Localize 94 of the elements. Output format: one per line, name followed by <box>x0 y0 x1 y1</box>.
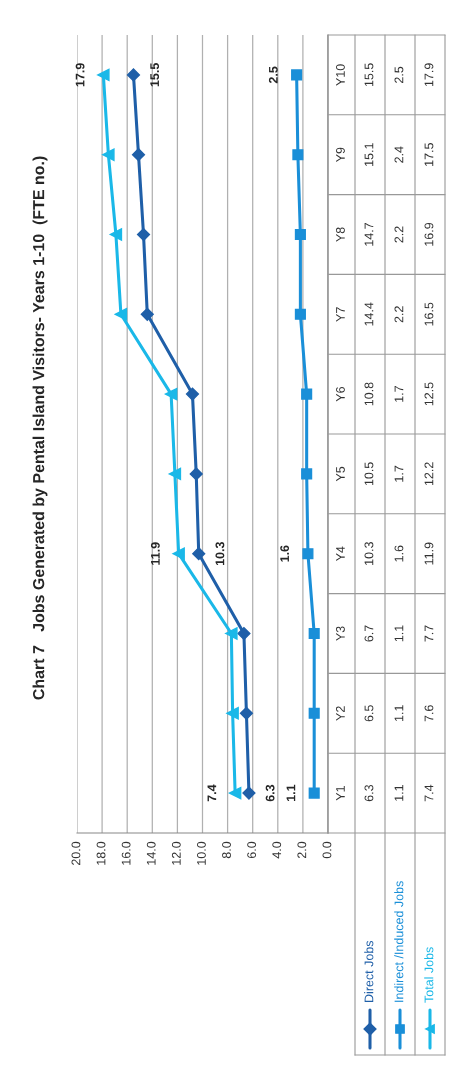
y-tick-label: Y3 <box>336 626 345 641</box>
point <box>168 467 182 481</box>
point <box>164 387 178 401</box>
x-tick-label: 4.0 <box>272 841 282 859</box>
data-label: 11.9 <box>424 542 434 565</box>
y-tick-label: Y10 <box>336 64 345 86</box>
annotation: 17.9 <box>75 63 85 87</box>
annotation: 6.3 <box>265 784 275 802</box>
x-tick-label: 12.0 <box>171 841 181 865</box>
data-label: 1.7 <box>394 465 404 482</box>
y-tick-label: Y7 <box>336 307 345 322</box>
point <box>294 228 306 241</box>
annotation: 10.3 <box>215 541 225 566</box>
point <box>242 786 256 800</box>
data-label: 2.5 <box>394 66 404 83</box>
point <box>172 547 185 560</box>
annotation: 1.1 <box>286 784 296 801</box>
point <box>228 786 242 800</box>
point <box>302 548 314 560</box>
x-tick-label: 2.0 <box>297 841 307 859</box>
data-label: 14.4 <box>364 302 374 326</box>
point <box>97 68 110 82</box>
point <box>301 468 313 480</box>
data-label: 14.7 <box>364 222 374 246</box>
annotation: 1.6 <box>280 545 290 562</box>
point <box>308 627 320 640</box>
point <box>308 707 320 719</box>
data-label: 6.3 <box>364 784 374 802</box>
x-tick-label: 14.0 <box>146 841 156 865</box>
point <box>225 627 238 640</box>
x-tick-label: 18.0 <box>96 841 106 865</box>
data-label: 10.5 <box>364 462 374 486</box>
point <box>136 227 151 242</box>
data-label: 1.6 <box>394 545 404 562</box>
data-label: 7.6 <box>424 705 434 722</box>
data-label: 1.1 <box>394 705 404 722</box>
data-label: 15.5 <box>364 63 374 87</box>
data-label: 10.3 <box>364 542 374 565</box>
data-label: 1.1 <box>394 785 404 801</box>
y-tick-label: Y4 <box>336 546 345 562</box>
data-label: 2.2 <box>394 306 404 323</box>
point <box>294 308 306 320</box>
y-tick-label: Y2 <box>336 706 345 721</box>
x-tick-label: 10.0 <box>197 841 206 865</box>
x-tick-label: 8.0 <box>222 841 231 859</box>
text: Indirect /Induced Jobs <box>394 881 404 1002</box>
point <box>308 787 320 799</box>
point <box>292 149 304 161</box>
point <box>131 148 146 162</box>
annotation: 7.4 <box>207 784 217 802</box>
x-tick-label: 16.0 <box>121 841 131 865</box>
point <box>185 387 200 401</box>
point <box>102 148 115 161</box>
annotation: 2.5 <box>268 66 278 84</box>
x-tick-label: 0.0 <box>322 841 332 859</box>
data-label: 17.9 <box>424 63 434 87</box>
point <box>109 228 123 241</box>
y-tick-label: Y9 <box>336 147 345 163</box>
y-tick-label: Y8 <box>336 227 345 242</box>
data-label: 12.2 <box>424 462 434 486</box>
point <box>114 308 128 321</box>
text: Total Jobs <box>424 947 434 1003</box>
point <box>291 69 303 81</box>
data-label: 7.4 <box>424 784 434 802</box>
text: Chart 7 Jobs Generated by Pental Island Visitors- Years 1-10 (FTE no.) <box>32 156 48 700</box>
data-label: 17.5 <box>424 143 434 166</box>
x-tick-label: 6.0 <box>247 841 257 859</box>
data-label: 16.9 <box>424 222 434 246</box>
point <box>126 68 141 82</box>
y-tick-label: Y6 <box>336 387 345 402</box>
x-tick-label: 20.0 <box>71 841 81 866</box>
data-label: 2.4 <box>394 146 404 163</box>
data-label: 1.1 <box>394 625 404 642</box>
annotation: 11.9 <box>150 542 160 565</box>
y-tick-label: Y1 <box>336 786 345 801</box>
point <box>301 388 313 400</box>
text: Direct Jobs <box>364 940 374 1002</box>
point <box>192 547 206 561</box>
point <box>239 706 254 720</box>
data-label: 15.1 <box>364 143 374 166</box>
data-label: 7.7 <box>424 625 434 642</box>
point <box>226 707 239 720</box>
data-label: 16.5 <box>424 302 434 326</box>
data-label: 2.2 <box>394 226 404 243</box>
data-label: 1.7 <box>394 386 404 402</box>
annotation: 15.5 <box>150 63 160 87</box>
data-label: 6.7 <box>364 625 374 642</box>
point <box>237 626 251 641</box>
y-tick-label: Y5 <box>336 466 345 482</box>
data-label: 10.8 <box>364 382 374 406</box>
data-label: 6.5 <box>364 705 374 722</box>
point <box>189 467 203 481</box>
data-label: 12.5 <box>424 382 434 406</box>
point <box>140 307 154 321</box>
